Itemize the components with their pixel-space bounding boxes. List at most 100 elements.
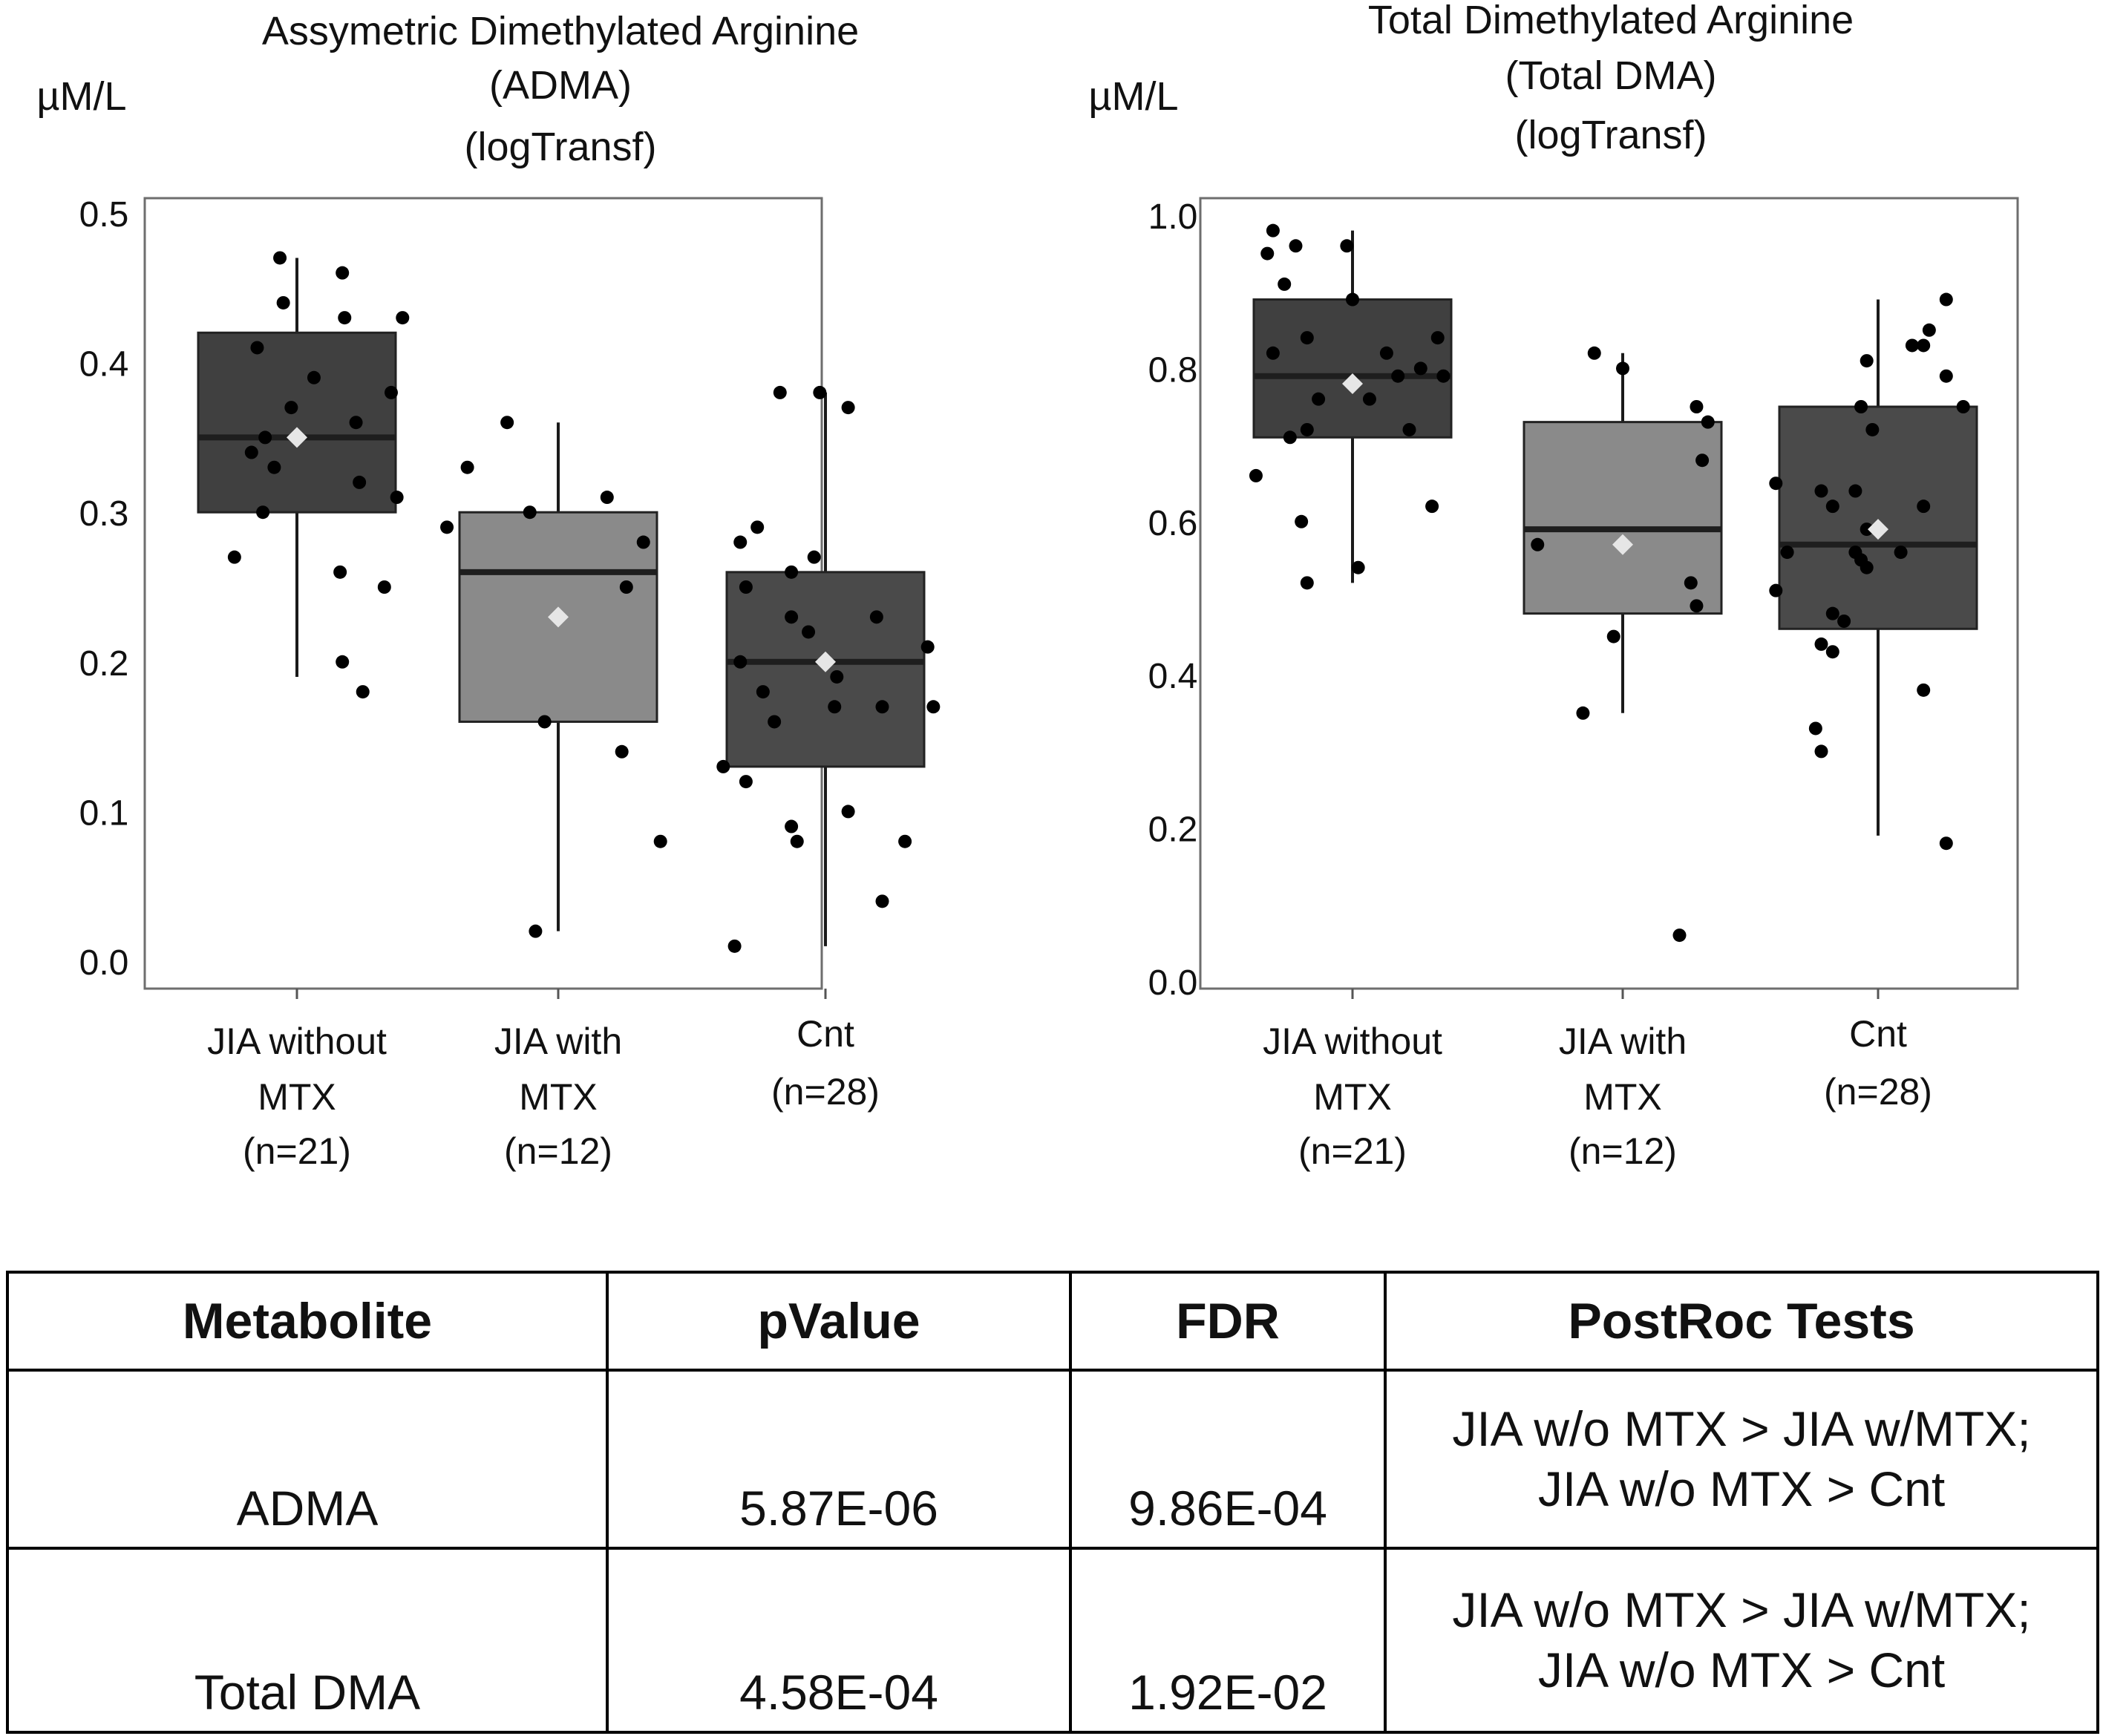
data-point [1531, 537, 1545, 551]
box [1778, 405, 1978, 630]
data-point [1922, 323, 1936, 337]
cell-postroc-tests: JIA w/o MTX > JIA w/MTX; JIA w/o MTX > C… [1384, 1369, 2099, 1550]
y-tick-label: 0.8 [1148, 350, 1198, 390]
data-point [785, 819, 799, 833]
y-tick-label: 0.3 [79, 494, 129, 534]
data-point [1956, 400, 1970, 413]
y-tick-label: 0.4 [79, 345, 129, 384]
data-point [1266, 346, 1280, 360]
data-point [1249, 468, 1263, 482]
column-header-pvalue: pValue [606, 1271, 1072, 1372]
data-point [898, 834, 912, 848]
y-tick-label: 0.5 [79, 195, 129, 235]
data-point [1672, 928, 1687, 943]
cell-fdr: 9.86E-04 [1069, 1369, 1387, 1550]
data-point [276, 295, 290, 309]
data-point [807, 550, 821, 564]
data-point [1283, 430, 1297, 445]
x-tick-label: Cnt [797, 1013, 854, 1055]
data-point [1413, 361, 1427, 376]
data-point [377, 580, 391, 594]
data-point [1837, 614, 1851, 628]
mean-marker [815, 651, 836, 672]
y-tick-label: 0.4 [1148, 657, 1198, 696]
data-point [390, 491, 404, 505]
data-point [1295, 514, 1309, 528]
data-point [727, 939, 742, 953]
data-point [1391, 369, 1405, 383]
column-header-metabolite: Metabolite [6, 1271, 609, 1372]
data-point [1780, 546, 1794, 560]
data-point [1814, 484, 1828, 498]
data-point [1860, 354, 1874, 368]
data-point [1260, 246, 1275, 261]
statistics-table: Metabolite pValue FDR PostRoc Tests ADMA… [6, 1271, 2099, 1734]
data-point [1402, 422, 1416, 436]
data-point [1300, 576, 1314, 590]
data-point [1825, 499, 1839, 514]
data-point [1701, 415, 1715, 429]
chart-title-line: (ADMA) [489, 63, 632, 108]
x-tick-label: MTX [1313, 1076, 1392, 1118]
chart-title-line: (Total DMA) [1505, 53, 1716, 98]
data-point [1905, 338, 1919, 353]
data-point [256, 505, 270, 520]
box-plot-figure: Assymetric Dimethylated Arginine (ADMA) (l… [36, 0, 2019, 1172]
cell-metabolite: Total DMA [6, 1547, 609, 1734]
table-header-row: Metabolite pValue FDR PostRoc Tests [6, 1271, 2099, 1372]
data-point [250, 341, 264, 355]
data-point [333, 565, 347, 579]
data-point [338, 311, 352, 325]
data-point [1860, 523, 1874, 537]
data-point [1312, 392, 1326, 406]
column-header-postroc-tests: PostRoc Tests [1384, 1271, 2099, 1372]
data-point [828, 700, 842, 714]
mean-marker [1868, 519, 1888, 540]
table-row: ADMA 5.87E-06 9.86E-04 JIA w/o MTX > JIA… [6, 1369, 2099, 1550]
box [197, 331, 397, 514]
data-point [830, 669, 844, 684]
data-point [500, 416, 514, 430]
data-point [336, 655, 350, 669]
plot-frame [1199, 197, 2019, 990]
cell-metabolite: ADMA [6, 1369, 609, 1550]
postroc-line: JIA w/o MTX > Cnt [1537, 1642, 1946, 1697]
x-tick-label: MTX [519, 1076, 598, 1118]
data-point [1289, 239, 1303, 253]
data-point [1362, 392, 1376, 406]
data-point [1894, 546, 1908, 560]
data-point [636, 535, 650, 549]
x-tick-label: (n=12) [1569, 1130, 1677, 1172]
data-point [284, 401, 298, 415]
postroc-line: JIA w/o MTX > JIA w/MTX; [1452, 1401, 2031, 1457]
data-point [336, 266, 350, 280]
chart-title-line: (logTransf) [1514, 113, 1707, 157]
data-point [460, 460, 474, 474]
x-tick-label: (n=28) [771, 1071, 880, 1113]
data-point [1684, 576, 1698, 590]
chart-title-line: (logTransf) [464, 125, 656, 169]
data-point [1266, 223, 1280, 238]
data-point [875, 700, 889, 714]
data-point [1939, 369, 1953, 383]
y-tick-label: 0.2 [79, 644, 129, 684]
data-point [1379, 346, 1393, 360]
x-tick-label: (n=21) [243, 1130, 351, 1172]
data-point [1690, 400, 1704, 413]
data-point [739, 580, 753, 594]
data-point [841, 401, 855, 415]
data-point [1587, 346, 1601, 360]
data-point [258, 430, 272, 445]
data-point [920, 640, 935, 654]
data-point [356, 685, 370, 699]
data-point [841, 805, 855, 819]
data-point [384, 385, 398, 399]
data-point [1278, 277, 1292, 291]
data-point [1939, 836, 1953, 851]
data-point [739, 775, 753, 789]
data-point [1300, 331, 1314, 345]
postroc-line: JIA w/o MTX > JIA w/MTX; [1452, 1582, 2031, 1638]
mean-marker [287, 427, 307, 448]
data-point [1576, 706, 1590, 720]
data-point [785, 565, 799, 579]
